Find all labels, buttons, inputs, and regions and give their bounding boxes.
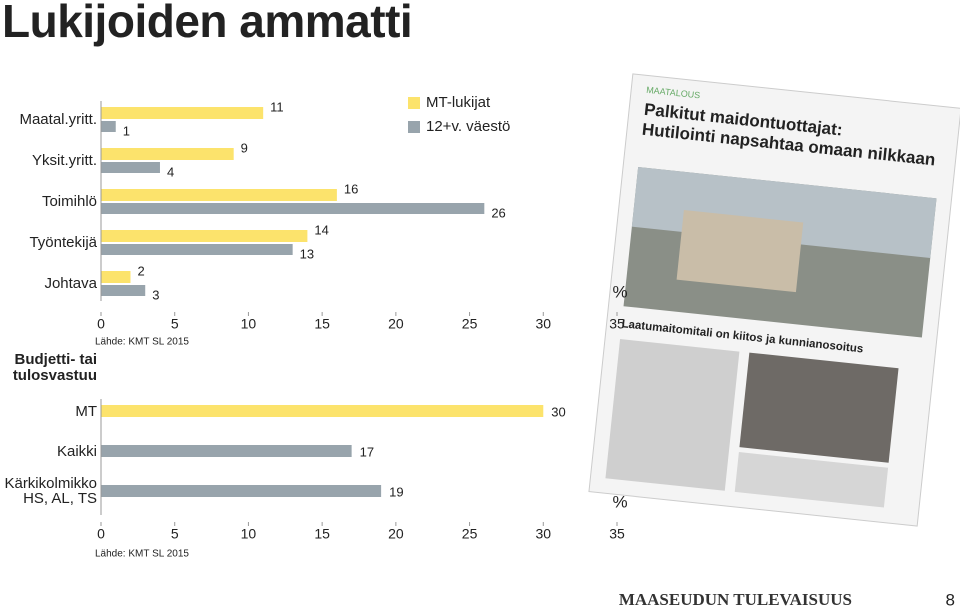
category-label: Kaikki	[56, 442, 97, 460]
newspaper-text-column	[605, 339, 740, 491]
x-tick-label: 5	[171, 526, 179, 542]
x-tick-label: 10	[241, 526, 257, 542]
category-label: Johtava	[44, 275, 97, 292]
x-tick-label: 10	[241, 316, 257, 332]
bar	[101, 107, 264, 119]
bar	[101, 189, 337, 201]
x-tick-label: 35	[609, 316, 625, 332]
bar	[101, 121, 116, 132]
value-label: 2	[137, 263, 144, 278]
bar	[101, 203, 485, 214]
value-label: 17	[360, 444, 374, 459]
legend-label: 12+v. väestö	[426, 118, 510, 135]
unit-label: %	[612, 492, 627, 511]
x-tick-label: 20	[388, 316, 404, 332]
page-title: Lukijoiden ammatti	[2, 0, 413, 47]
value-label: 1	[123, 123, 130, 138]
category-label: Työntekijä	[29, 234, 97, 251]
x-tick-label: 0	[97, 316, 105, 332]
value-label: 14	[314, 222, 328, 237]
value-label: 16	[344, 181, 358, 196]
x-tick-label: 20	[388, 526, 404, 542]
newspaper: MAATALOUS Palkitut maidontuottajat: Huti…	[588, 73, 960, 527]
bar	[101, 285, 146, 296]
bar	[101, 230, 308, 242]
value-label: 30	[551, 404, 565, 419]
legend-label: MT-lukijat	[426, 94, 491, 111]
value-label: 4	[167, 164, 174, 179]
bar	[101, 485, 382, 497]
bar	[101, 162, 160, 173]
chart-title: Budjetti- tai tulosvastuu	[12, 351, 97, 384]
legend-swatch	[408, 121, 420, 133]
unit-label: %	[612, 282, 627, 301]
x-tick-label: 30	[535, 316, 551, 332]
x-tick-label: 5	[171, 316, 179, 332]
value-label: 9	[241, 140, 248, 155]
source: Lähde: KMT SL 2015	[95, 549, 189, 560]
bar	[101, 148, 234, 160]
newspaper-photo-sky	[631, 166, 937, 258]
x-tick-label: 25	[462, 526, 478, 542]
category-label: Toimihlö	[41, 193, 97, 210]
category-label: MT	[75, 402, 97, 420]
category-label: Maatal.yritt.	[19, 111, 97, 128]
bar	[101, 271, 131, 283]
newspaper-text-column	[734, 452, 889, 508]
value-label: 11	[270, 99, 284, 114]
bar	[101, 244, 293, 255]
value-label: 3	[152, 287, 159, 302]
newspaper-photo-2	[739, 352, 899, 463]
x-tick-label: 35	[609, 526, 625, 542]
x-tick-label: 30	[535, 526, 551, 542]
bar	[101, 445, 352, 457]
bar	[101, 405, 544, 417]
category-label: Yksit.yritt.	[31, 152, 97, 169]
x-tick-label: 15	[314, 526, 330, 542]
x-tick-label: 15	[314, 316, 330, 332]
brand: MAASEUDUN TULEVAISUUS	[619, 590, 852, 609]
source: Lähde: KMT SL 2015	[95, 337, 189, 348]
legend-swatch	[408, 97, 420, 109]
x-tick-label: 0	[97, 526, 105, 542]
page-number: 8	[946, 590, 955, 609]
x-tick-label: 25	[462, 316, 478, 332]
value-label: 26	[491, 205, 505, 220]
newspaper-photo-building	[676, 209, 804, 293]
value-label: 19	[389, 484, 403, 499]
value-label: 13	[300, 246, 314, 261]
category-label: Kärkikolmikko HS, AL, TS	[4, 475, 97, 507]
